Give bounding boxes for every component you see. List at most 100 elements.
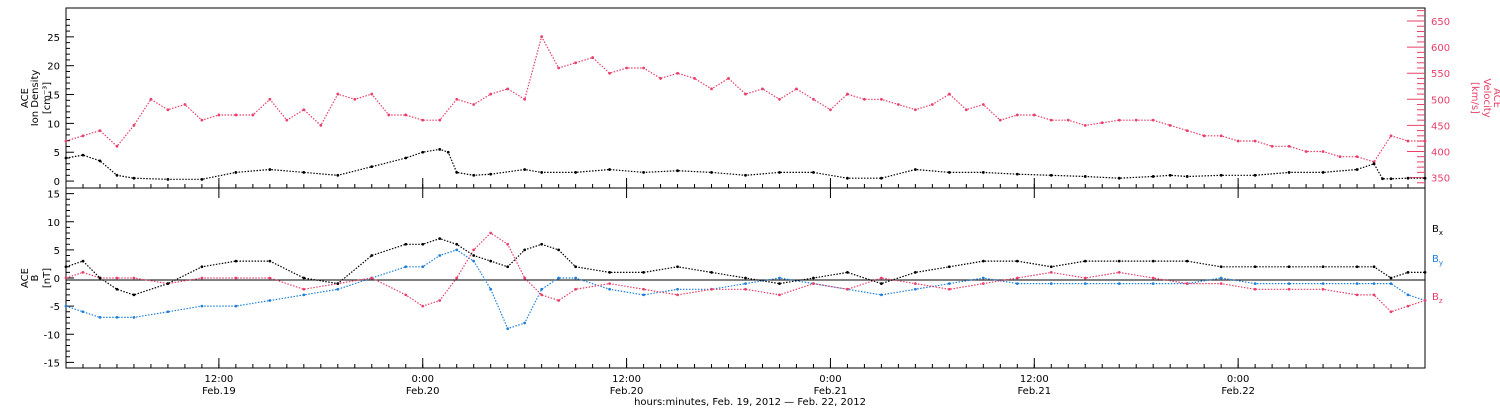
density-point xyxy=(608,168,611,171)
density-point xyxy=(455,171,459,174)
velocity-point xyxy=(319,123,323,127)
bx-point xyxy=(1372,265,1376,269)
velocity-point xyxy=(1423,139,1427,143)
velocity-point xyxy=(1321,150,1325,153)
bz-point xyxy=(115,276,119,280)
density-point xyxy=(446,150,450,154)
bx-point xyxy=(166,282,170,286)
velocity-point xyxy=(1236,139,1240,143)
bz-line xyxy=(65,232,1426,313)
velocity-tick-label: 650 xyxy=(1431,17,1450,28)
bz-point xyxy=(302,287,306,291)
velocity-tick-label: 500 xyxy=(1431,95,1450,106)
bx-point xyxy=(506,265,510,269)
bx-line xyxy=(65,237,1425,296)
bx-point xyxy=(200,265,204,269)
by-point xyxy=(438,254,442,257)
bz-point xyxy=(1355,293,1359,297)
x-axis-title: hours:minutes, Feb. 19, 2012 — Feb. 22, … xyxy=(634,397,866,408)
velocity-point xyxy=(1100,121,1104,125)
by-point xyxy=(1406,293,1410,297)
bz-point xyxy=(268,276,272,280)
velocity-point xyxy=(81,134,85,138)
bz-point xyxy=(81,270,85,274)
density-point xyxy=(1253,173,1257,177)
bx-point xyxy=(64,265,68,269)
density-point xyxy=(913,168,917,171)
bx-point xyxy=(523,248,527,252)
velocity-point xyxy=(489,92,493,96)
density-ylabel-line1: ACE xyxy=(20,88,31,108)
bz-point xyxy=(472,248,476,252)
density-point xyxy=(1355,168,1359,171)
density-point xyxy=(81,153,85,157)
bx-point xyxy=(778,282,781,286)
bx-point xyxy=(846,270,849,274)
bz-point xyxy=(489,231,493,235)
density-point xyxy=(1423,176,1427,180)
density-point xyxy=(778,171,781,174)
density-point xyxy=(1381,177,1384,181)
bx-point xyxy=(404,242,408,246)
density-point xyxy=(166,177,170,181)
velocity-point xyxy=(523,97,527,101)
density-point xyxy=(1219,173,1223,177)
density-point xyxy=(812,171,815,174)
legend-bz: Bz xyxy=(1432,292,1443,305)
bz-point xyxy=(1389,310,1393,314)
bottom-panel-ticks: -15 -10 -5 0 5 10 15 xyxy=(44,190,74,369)
by-point xyxy=(642,293,645,297)
velocity-point xyxy=(608,71,611,75)
bx-point xyxy=(574,265,578,269)
by-point xyxy=(489,287,493,291)
velocity-point xyxy=(591,56,595,59)
density-point xyxy=(472,173,476,177)
density-ylabel-line2: Ion Density xyxy=(30,70,41,127)
velocity-point xyxy=(1202,134,1206,138)
bx-point xyxy=(1151,259,1155,263)
velocity-point xyxy=(1287,144,1291,148)
by-point xyxy=(81,310,85,314)
velocity-point xyxy=(64,139,68,143)
bz-point xyxy=(1151,276,1155,280)
bz-point xyxy=(1049,270,1053,274)
bx-point xyxy=(880,282,883,286)
bx-point xyxy=(1423,270,1427,274)
bz-point xyxy=(608,282,611,286)
density-tick-label: 10 xyxy=(47,119,60,130)
bx-point xyxy=(947,265,951,269)
density-point xyxy=(1168,173,1172,177)
velocity-point xyxy=(132,123,136,127)
density-point xyxy=(132,176,136,180)
bx-point xyxy=(421,242,425,246)
by-point xyxy=(1372,282,1376,286)
b-tick-label: 10 xyxy=(47,218,60,229)
density-point xyxy=(438,147,442,151)
x-tick-time: 12:00 xyxy=(204,374,233,385)
velocity-point xyxy=(506,87,510,91)
bz-point xyxy=(64,276,68,280)
bx-point xyxy=(981,259,985,263)
velocity-point xyxy=(472,103,476,106)
density-point xyxy=(268,168,272,171)
b-tick-label: 5 xyxy=(54,246,60,257)
by-point xyxy=(1287,282,1291,286)
bx-point xyxy=(913,270,917,274)
velocity-point xyxy=(336,92,340,96)
bz-point xyxy=(574,287,578,291)
velocity-point xyxy=(1338,155,1342,159)
by-point xyxy=(200,304,204,308)
by-point xyxy=(421,265,425,269)
density-tick-label: 5 xyxy=(54,148,60,159)
velocity-ylabel-line2: Velocity xyxy=(1481,78,1492,117)
velocity-point xyxy=(1253,139,1257,143)
x-tick-time: 0:00 xyxy=(819,374,841,385)
b-legend: Bx By Bz xyxy=(1432,224,1443,305)
by-point xyxy=(1253,282,1257,286)
by-point xyxy=(1015,282,1019,286)
density-point xyxy=(302,171,306,174)
bx-point xyxy=(1355,265,1359,269)
bx-point xyxy=(268,259,272,263)
by-point xyxy=(880,293,883,297)
